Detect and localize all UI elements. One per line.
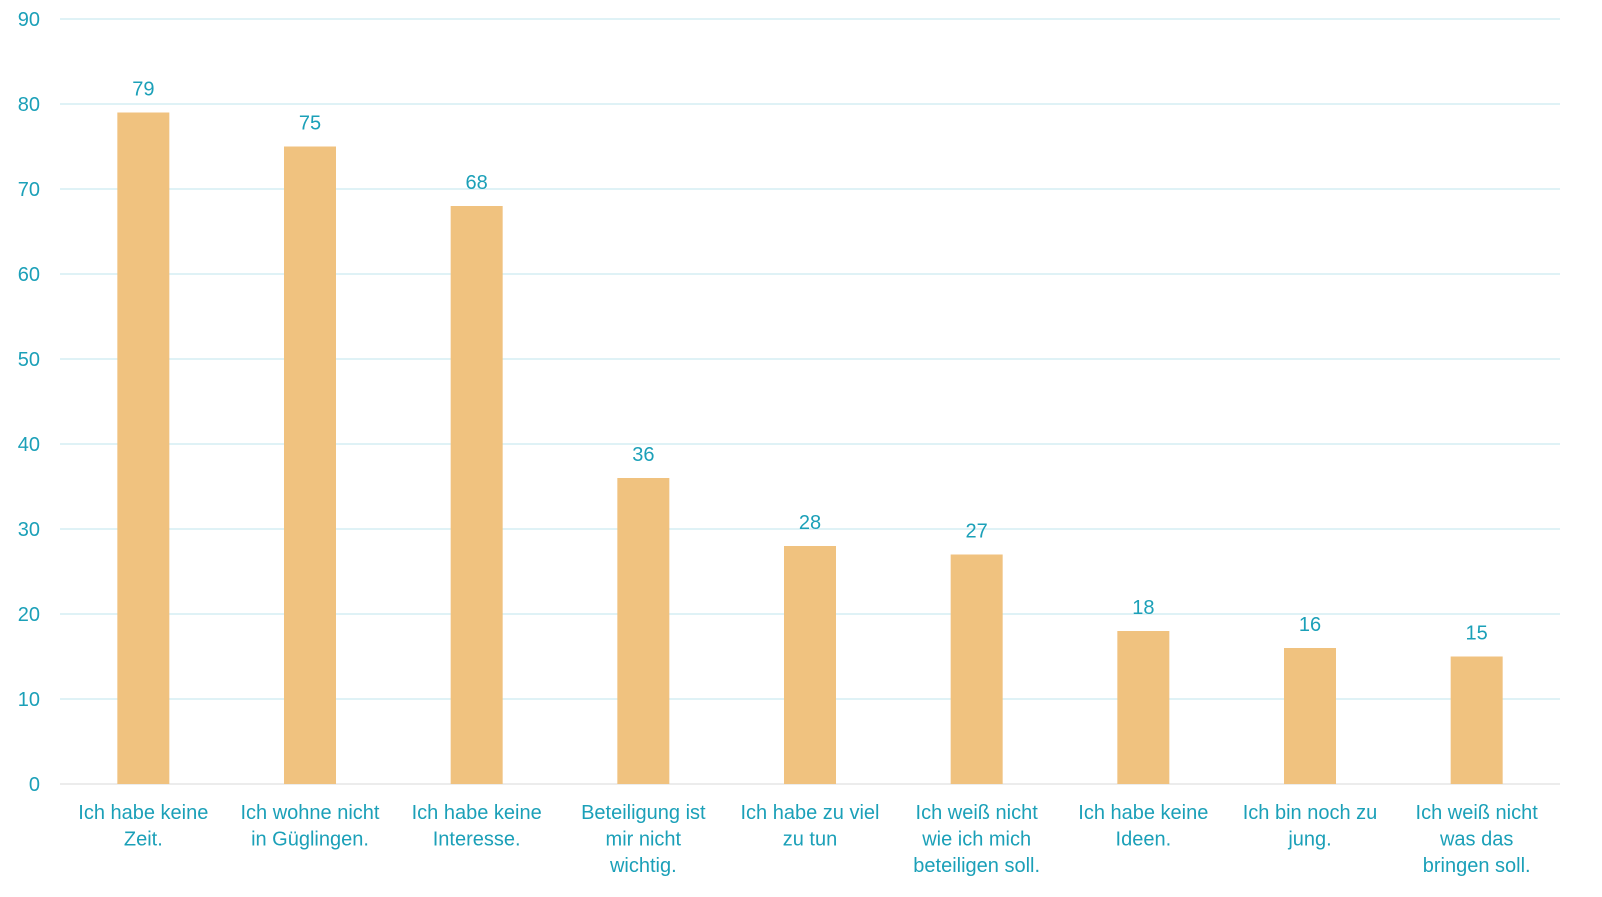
x-tick-label-line: beteiligen soll. bbox=[913, 855, 1040, 877]
y-tick-label: 80 bbox=[18, 94, 40, 116]
y-tick-label: 40 bbox=[18, 434, 40, 456]
bar bbox=[950, 554, 1003, 784]
x-tick-label-line: Interesse. bbox=[433, 829, 521, 851]
x-tick-label: Ich weiß nicht was das bringen soll. bbox=[1416, 802, 1539, 877]
x-tick-label-line: Ich habe zu viel bbox=[741, 802, 880, 824]
bar bbox=[284, 146, 336, 784]
data-label: 16 bbox=[1299, 614, 1321, 636]
x-tick-label-line: was das bbox=[1439, 829, 1513, 851]
x-tick-label: Ich bin noch zu jung. bbox=[1243, 802, 1378, 851]
y-tick-label: 0 bbox=[29, 774, 40, 796]
data-label: 27 bbox=[966, 521, 988, 543]
x-tick-label-line: zu tun bbox=[783, 829, 837, 851]
x-tick-label-line: Ich habe keine bbox=[1078, 802, 1208, 824]
x-tick-label-line: wichtig. bbox=[609, 855, 677, 877]
x-tick-label-line: Ich bin noch zu bbox=[1243, 802, 1378, 824]
x-tick-label-line: Ich wohne nicht bbox=[241, 802, 380, 824]
data-label: 75 bbox=[299, 113, 321, 135]
x-tick-label-line: Zeit. bbox=[124, 829, 163, 851]
bar bbox=[617, 478, 670, 784]
bar bbox=[117, 112, 170, 784]
data-label: 28 bbox=[799, 512, 821, 534]
y-tick-label: 90 bbox=[18, 9, 40, 31]
bars bbox=[117, 112, 1503, 784]
data-label: 79 bbox=[132, 79, 154, 101]
x-tick-label: Ich habe keine Ideen. bbox=[1078, 802, 1208, 851]
x-tick-label-line: Ich habe keine bbox=[412, 802, 542, 824]
y-tick-label: 20 bbox=[18, 604, 40, 626]
x-tick-label-line: Ideen. bbox=[1116, 829, 1172, 851]
x-tick-label: Ich wohne nicht in Güglingen. bbox=[241, 802, 380, 851]
y-tick-label: 30 bbox=[18, 519, 40, 541]
x-tick-label: Ich habe keine Interesse. bbox=[412, 802, 542, 851]
x-axis-ticks: Ich habe keine Zeit. Ich wohne nicht in Güg… bbox=[78, 802, 1538, 877]
data-label: 15 bbox=[1466, 623, 1488, 645]
x-tick-label-line: mir nicht bbox=[606, 829, 682, 851]
y-tick-label: 70 bbox=[18, 179, 40, 201]
x-tick-label: Ich habe zu viel zu tun bbox=[741, 802, 880, 851]
x-tick-label-line: bringen soll. bbox=[1423, 855, 1531, 877]
x-tick-label-line: wie ich mich bbox=[921, 829, 1031, 851]
x-tick-label-line: Ich weiß nicht bbox=[916, 802, 1039, 824]
bar bbox=[1117, 631, 1170, 784]
data-label: 68 bbox=[466, 172, 488, 194]
x-tick-label: Ich weiß nicht wie ich mich beteiligen sol… bbox=[913, 802, 1040, 877]
bar bbox=[450, 206, 503, 784]
x-tick-label-line: Beteiligung ist bbox=[581, 802, 706, 824]
x-tick-label: Ich habe keine Zeit. bbox=[78, 802, 208, 851]
x-tick-label: Beteiligung ist mir nicht wichtig. bbox=[581, 802, 706, 877]
data-labels: 79 75 68 36 28 27 18 16 15 bbox=[132, 79, 1488, 645]
x-tick-label-line: Ich habe keine bbox=[78, 802, 208, 824]
data-label: 36 bbox=[632, 444, 654, 466]
bar bbox=[1450, 656, 1503, 784]
y-tick-label: 50 bbox=[18, 349, 40, 371]
bar bbox=[784, 546, 836, 784]
x-tick-label-line: jung. bbox=[1287, 829, 1331, 851]
x-tick-label-line: in Güglingen. bbox=[251, 829, 369, 851]
x-tick-label-line: Ich weiß nicht bbox=[1416, 802, 1539, 824]
data-label: 18 bbox=[1132, 597, 1154, 619]
y-tick-label: 10 bbox=[18, 689, 40, 711]
bar bbox=[1284, 648, 1336, 784]
y-tick-label: 60 bbox=[18, 264, 40, 286]
y-axis-ticks: 0 10 20 30 40 50 60 70 80 90 bbox=[18, 9, 40, 796]
